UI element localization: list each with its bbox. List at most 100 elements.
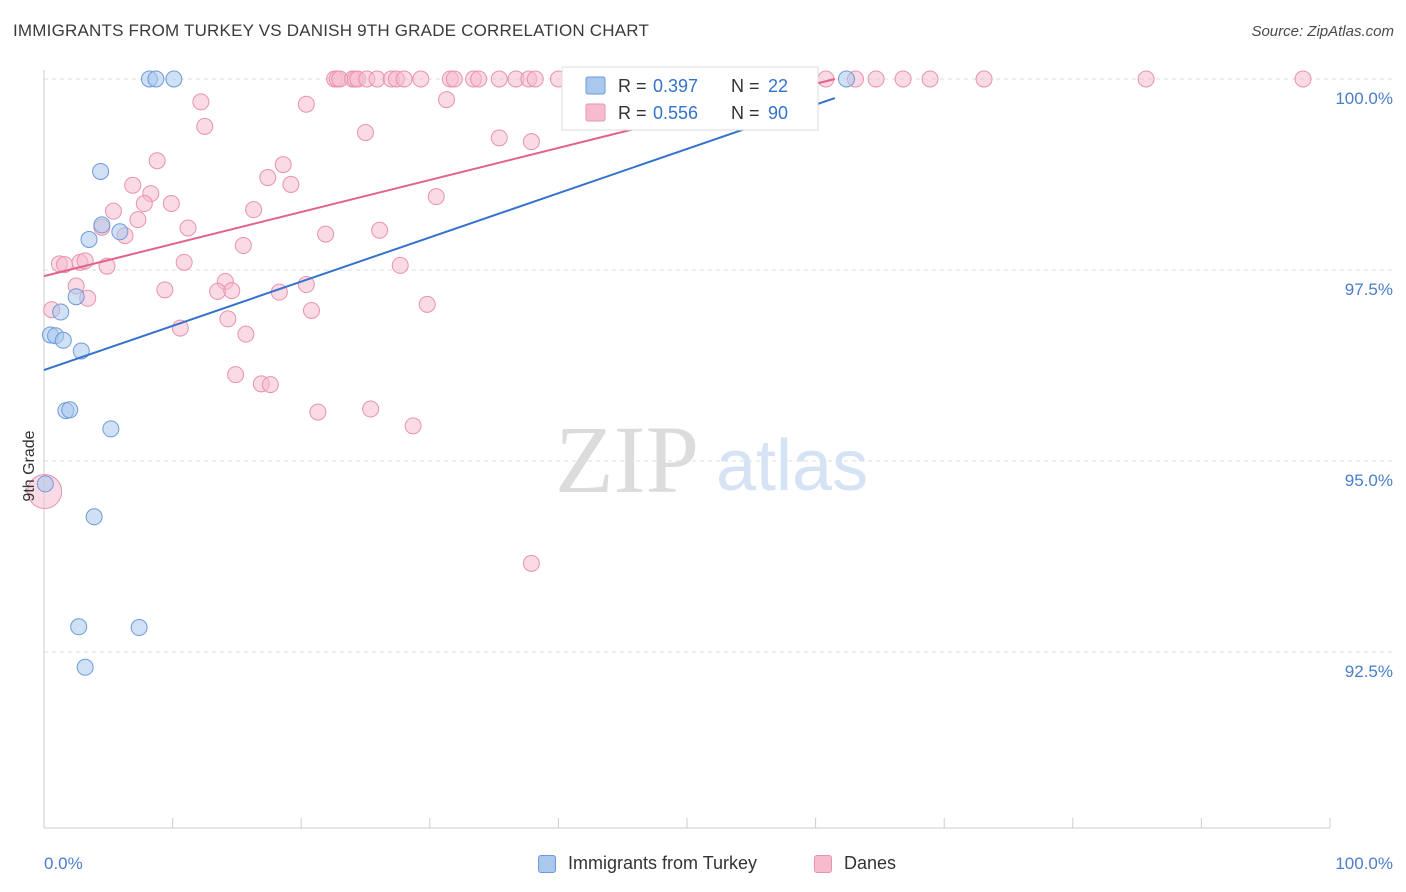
turkey-point-4 — [92, 162, 110, 180]
turkey-point-17 — [36, 475, 54, 493]
danes-point-15 — [470, 70, 488, 88]
legend-swatch-turkey — [538, 854, 556, 873]
danes-point-86 — [309, 403, 327, 421]
danes-point-61 — [234, 237, 252, 255]
y-tick-label-3: 100.0% — [1335, 89, 1393, 108]
danes-point-48 — [282, 175, 300, 193]
stats-r-label-turkey: R = — [618, 76, 647, 96]
gridlines — [44, 78, 1392, 653]
danes-point-58 — [371, 221, 389, 239]
danes-point-38 — [297, 95, 315, 113]
y-axis-label: 9th Grade — [21, 430, 38, 501]
danes-point-32 — [894, 70, 912, 88]
danes-point-66 — [175, 253, 193, 271]
danes-point-60 — [317, 225, 335, 243]
tick-labels: 92.5% 95.0% 97.5% 100.0% 0.0% 100.0% — [44, 89, 1393, 873]
danes-point-50 — [427, 188, 445, 206]
danes-point-53 — [104, 202, 122, 220]
stats-r-value-danes: 0.556 — [653, 103, 698, 123]
danes-point-7 — [368, 70, 386, 88]
legend: Immigrants from Turkey Danes — [0, 850, 1406, 880]
turkey-point-19 — [70, 618, 88, 636]
turkey-trendline — [43, 97, 836, 372]
danes-point-19 — [526, 70, 544, 88]
danes-point-13 — [445, 70, 463, 88]
danes-point-85 — [261, 376, 279, 394]
legend-item-turkey: Immigrants from Turkey — [538, 853, 757, 874]
danes-point-11 — [412, 70, 430, 88]
danes-point-37 — [192, 93, 210, 111]
stats-r-label-danes: R = — [618, 103, 647, 123]
turkey-point-18 — [85, 508, 103, 526]
danes-point-10 — [395, 70, 413, 88]
axes — [43, 70, 1331, 829]
danes-point-73 — [209, 282, 227, 300]
danes-point-16 — [490, 70, 508, 88]
turkey-point-21 — [76, 658, 94, 676]
y-tick-label-1: 95.0% — [1345, 471, 1393, 490]
turkey-point-8 — [67, 288, 85, 306]
y-tick-label-2: 97.5% — [1345, 280, 1393, 299]
chart-title: IMMIGRANTS FROM TURKEY VS DANISH 9TH GRA… — [13, 21, 650, 40]
danes-point-52 — [162, 195, 180, 213]
source-label: Source: ZipAtlas.com — [1251, 23, 1394, 40]
danes-point-41 — [357, 123, 374, 141]
danes-point-44 — [148, 152, 166, 170]
turkey-point-16 — [102, 420, 120, 438]
y-tick-label-0: 92.5% — [1345, 662, 1393, 681]
watermark-zip: ZIP — [555, 406, 699, 513]
turkey-point-1 — [147, 70, 165, 88]
turkey-point-12 — [54, 331, 72, 349]
danes-point-90 — [522, 554, 540, 572]
danes-point-39 — [438, 91, 456, 109]
turkey-point-6 — [111, 223, 129, 241]
danes-point-55 — [129, 211, 147, 229]
danes-point-42 — [490, 129, 508, 147]
stats-n-label-danes: N = — [731, 103, 760, 123]
danes-point-47 — [124, 176, 142, 194]
danes-point-51 — [135, 195, 153, 213]
danes-point-82 — [237, 325, 255, 343]
danes-point-78 — [418, 295, 436, 313]
legend-item-danes: Danes — [814, 853, 896, 874]
turkey-point-9 — [52, 303, 70, 321]
danes-point-36 — [1294, 70, 1312, 88]
turkey-point-20 — [130, 619, 148, 637]
danes-point-40 — [196, 117, 214, 135]
x-tick-label-1: 100.0% — [1335, 854, 1393, 873]
danes-point-34 — [975, 70, 993, 88]
stats-box: R = 0.397 N = 22 R = 0.556 N = 90 — [561, 66, 819, 131]
danes-point-46 — [259, 169, 277, 187]
legend-label-danes: Danes — [844, 853, 897, 873]
danes-point-33 — [921, 70, 939, 88]
danes-point-83 — [227, 366, 245, 384]
danes-point-56 — [179, 219, 197, 237]
turkey-point-15 — [61, 401, 79, 419]
watermark-atlas: atlas — [716, 426, 868, 506]
x-tick-label-0: 0.0% — [44, 854, 83, 873]
danes-point-43 — [522, 133, 540, 151]
legend-label-turkey: Immigrants from Turkey — [568, 853, 758, 873]
stats-swatch-danes — [585, 103, 606, 122]
turkey-point-7 — [80, 230, 98, 248]
danes-point-54 — [245, 201, 263, 219]
stats-n-value-turkey: 22 — [768, 76, 788, 96]
danes-point-68 — [391, 256, 409, 274]
danes-point-45 — [274, 156, 292, 174]
stats-n-value-danes: 90 — [768, 103, 788, 123]
danes-point-35 — [1137, 70, 1155, 88]
stats-swatch-turkey — [585, 76, 606, 95]
turkey-point-3 — [837, 70, 855, 88]
turkey-point-5 — [93, 216, 111, 234]
legend-swatch-danes — [814, 854, 832, 873]
turkey-points — [36, 70, 855, 676]
turkey-point-2 — [165, 70, 183, 88]
danes-point-74 — [223, 282, 241, 300]
danes-point-87 — [362, 400, 380, 418]
danes-point-79 — [302, 301, 320, 319]
danes-point-80 — [219, 310, 237, 328]
stats-n-label-turkey: N = — [731, 76, 760, 96]
danes-point-88 — [404, 417, 422, 435]
danes-point-72 — [156, 281, 174, 299]
